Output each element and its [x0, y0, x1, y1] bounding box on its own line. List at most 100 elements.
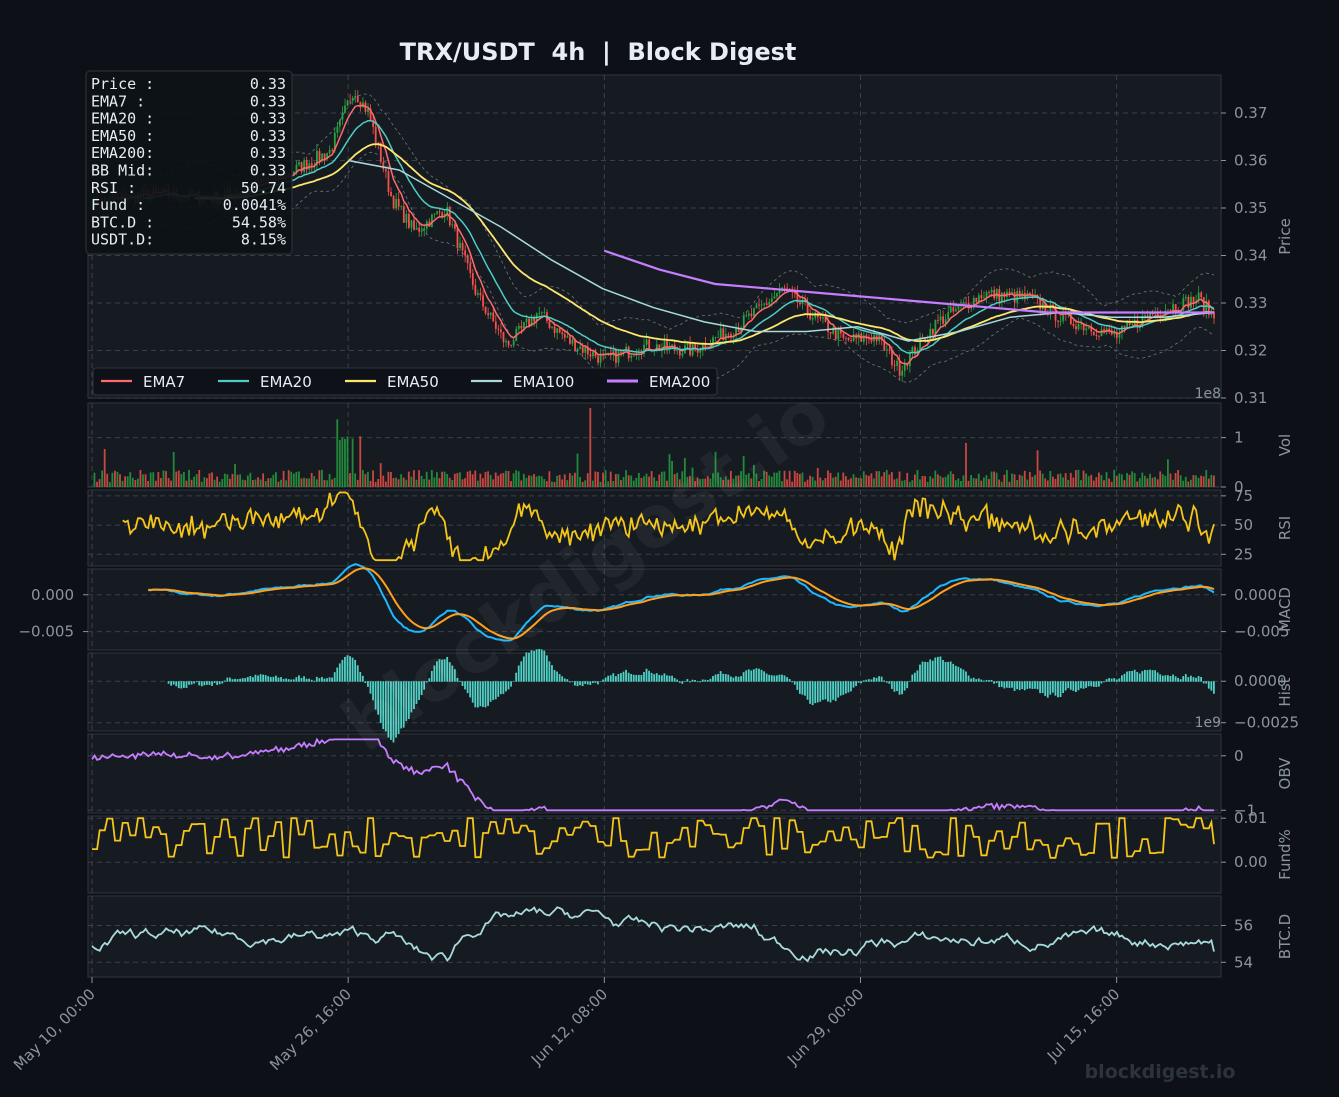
hist-bar [740, 676, 742, 682]
hist-bar [1062, 681, 1065, 694]
ema200-line [603, 249, 1214, 314]
hist-bar [678, 681, 681, 683]
volume-bar [277, 481, 280, 487]
y-tick-label-obv: 0 [1234, 747, 1244, 765]
volume-bar [1085, 473, 1088, 487]
volume-bar [954, 480, 957, 487]
candle-body [1146, 315, 1149, 317]
hist-bar [878, 676, 880, 682]
volume-bar [755, 473, 758, 487]
candle-body [829, 332, 832, 334]
candle-body [349, 100, 352, 102]
hist-bar [377, 681, 380, 715]
candle-body [392, 196, 395, 209]
volume-bar [576, 453, 579, 487]
candle-body [622, 350, 625, 353]
y-axis-label-rsi: RSI [1276, 516, 1294, 540]
hist-bar [1164, 675, 1167, 682]
candle-body [809, 313, 812, 320]
volume-bar [96, 481, 98, 487]
volume-bar [916, 469, 919, 487]
y-tick-label-hist: −0.0025 [1234, 714, 1299, 732]
candle-body [704, 343, 707, 348]
hist-bar [1161, 675, 1164, 682]
hist-bar [995, 681, 998, 684]
hist-bar [824, 681, 827, 700]
candle-body [988, 292, 990, 293]
volume-bar [285, 480, 288, 487]
candle-body [712, 337, 714, 344]
volume-bar [660, 471, 663, 487]
hist-bar [551, 665, 553, 682]
hist-bar [1136, 671, 1139, 682]
volume-bar [584, 480, 587, 487]
candle-body [1072, 323, 1075, 326]
hist-bar [180, 681, 183, 689]
hist-bar [735, 676, 737, 682]
y-axis-label-volume: Vol [1276, 434, 1294, 456]
volume-bar [1049, 470, 1052, 487]
volume-bar [515, 470, 518, 487]
hist-bar [1197, 676, 1200, 682]
volume-bar [786, 479, 788, 487]
info-label: BTC.D : [91, 213, 154, 231]
hist-bar [497, 681, 500, 697]
volume-bar [188, 469, 190, 487]
volume-bar [533, 473, 535, 487]
hist-bar [1011, 681, 1013, 688]
candle-body [975, 297, 978, 302]
volume-bar [1090, 474, 1093, 487]
candle-body [1202, 297, 1205, 312]
hist-bar [586, 681, 589, 685]
volume-bar [323, 480, 326, 487]
candle-body [379, 143, 382, 162]
candle-body [1113, 332, 1116, 335]
candle-body [374, 126, 377, 143]
volume-bar [165, 471, 167, 487]
volume-bar [729, 470, 732, 487]
volume-bar [464, 478, 466, 487]
candle-body [676, 350, 679, 352]
hist-bar [200, 681, 203, 687]
candle-body [471, 273, 474, 286]
hist-bar [706, 680, 709, 682]
hist-bar [1126, 671, 1128, 682]
volume-bar [259, 479, 262, 487]
candle-body [333, 132, 336, 151]
hist-bar [903, 681, 906, 691]
volume-bar [331, 479, 334, 487]
hist-bar [318, 678, 321, 682]
volume-bar [98, 479, 101, 487]
volume-bar [116, 471, 119, 487]
hist-bar [364, 681, 367, 684]
volume-bar [249, 472, 252, 487]
volume-bar [801, 472, 804, 487]
volume-bar [1054, 478, 1057, 487]
volume-bar [1202, 476, 1205, 487]
volume-bar [704, 478, 707, 487]
volume-bar [862, 471, 865, 487]
volume-bar [476, 480, 479, 487]
hist-bar [418, 681, 420, 700]
hist-bar [1177, 677, 1180, 682]
candle-body [617, 351, 620, 363]
hist-bar [1077, 681, 1080, 691]
volume-bar [392, 478, 395, 487]
volume-bar [926, 481, 929, 487]
candle-body [847, 337, 850, 340]
volume-bar [441, 471, 443, 487]
hist-bar [231, 679, 234, 682]
candle-body [466, 255, 469, 264]
hist-bar [844, 681, 847, 694]
hist-bar [747, 669, 750, 682]
volume-bar [354, 473, 357, 487]
panel-volume [87, 402, 1222, 488]
volume-bar [842, 472, 845, 487]
candle-body [643, 344, 645, 355]
candle-body [1062, 311, 1065, 321]
volume-bar [236, 474, 239, 487]
hist-bar [566, 679, 569, 682]
hist-bar [1210, 681, 1213, 691]
candle-body [298, 162, 300, 165]
volume-bar [867, 475, 870, 487]
